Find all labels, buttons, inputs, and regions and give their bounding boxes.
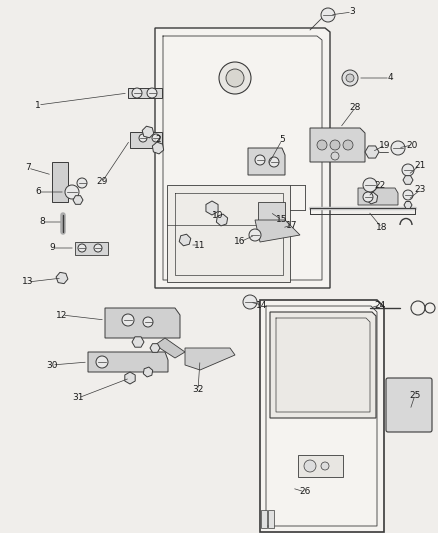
Polygon shape [130, 132, 162, 148]
Polygon shape [143, 367, 153, 377]
Text: 21: 21 [414, 160, 426, 169]
Polygon shape [75, 242, 108, 255]
Polygon shape [206, 201, 218, 215]
Text: 6: 6 [35, 188, 41, 197]
Polygon shape [152, 142, 164, 154]
Polygon shape [132, 337, 144, 347]
Polygon shape [216, 214, 228, 226]
Text: 26: 26 [299, 488, 311, 497]
Text: 4: 4 [387, 74, 393, 83]
Polygon shape [142, 126, 154, 138]
Polygon shape [358, 188, 398, 205]
Text: 25: 25 [410, 391, 420, 400]
Polygon shape [255, 220, 300, 242]
Text: 32: 32 [192, 385, 204, 394]
Polygon shape [310, 128, 365, 162]
Text: 9: 9 [49, 244, 55, 253]
Text: 8: 8 [39, 217, 45, 227]
Polygon shape [125, 372, 135, 384]
Text: 22: 22 [374, 181, 385, 190]
Polygon shape [260, 300, 384, 532]
Text: 10: 10 [212, 211, 224, 220]
FancyBboxPatch shape [386, 378, 432, 432]
Text: 5: 5 [279, 135, 285, 144]
Circle shape [255, 155, 265, 165]
Text: 16: 16 [234, 238, 246, 246]
Circle shape [94, 244, 102, 252]
Text: 15: 15 [276, 215, 288, 224]
Circle shape [363, 178, 377, 192]
Polygon shape [150, 344, 160, 352]
Circle shape [77, 178, 87, 188]
Circle shape [402, 164, 414, 176]
Text: 29: 29 [96, 177, 108, 187]
Circle shape [243, 295, 257, 309]
Polygon shape [52, 162, 68, 202]
Text: 23: 23 [414, 185, 426, 195]
Circle shape [330, 140, 340, 150]
Text: 28: 28 [350, 103, 360, 112]
Text: 2: 2 [155, 135, 161, 144]
Polygon shape [403, 176, 413, 184]
Text: 17: 17 [286, 221, 298, 230]
Polygon shape [88, 352, 168, 372]
Bar [298, 455, 343, 477]
Text: 18: 18 [376, 223, 388, 232]
Circle shape [346, 74, 354, 82]
Circle shape [152, 134, 160, 142]
Circle shape [78, 244, 86, 252]
Text: 11: 11 [194, 240, 206, 249]
Circle shape [132, 88, 142, 98]
Circle shape [391, 141, 405, 155]
Polygon shape [185, 348, 235, 370]
Text: 24: 24 [374, 301, 385, 310]
Text: 3: 3 [349, 7, 355, 17]
Bar [268, 510, 274, 528]
Circle shape [96, 356, 108, 368]
Polygon shape [155, 28, 330, 288]
Circle shape [363, 192, 373, 202]
Polygon shape [167, 185, 290, 282]
Polygon shape [128, 88, 162, 98]
Polygon shape [365, 146, 379, 158]
Circle shape [249, 229, 261, 241]
Circle shape [317, 140, 327, 150]
Circle shape [269, 157, 279, 167]
Text: 13: 13 [22, 278, 34, 287]
Bar [261, 510, 267, 528]
Text: 30: 30 [46, 360, 58, 369]
Circle shape [321, 462, 329, 470]
Polygon shape [258, 202, 285, 222]
Text: 19: 19 [379, 141, 391, 149]
Circle shape [65, 185, 79, 199]
Polygon shape [366, 192, 378, 204]
Circle shape [139, 134, 147, 142]
Polygon shape [248, 148, 285, 175]
Polygon shape [105, 308, 180, 338]
Circle shape [143, 317, 153, 327]
Circle shape [321, 8, 335, 22]
Polygon shape [179, 234, 191, 246]
Circle shape [226, 69, 244, 87]
Circle shape [343, 140, 353, 150]
Polygon shape [56, 272, 68, 284]
Text: 31: 31 [72, 393, 84, 402]
Text: 14: 14 [256, 301, 268, 310]
Polygon shape [155, 338, 185, 358]
Text: 1: 1 [35, 101, 41, 109]
Text: 12: 12 [57, 311, 68, 319]
Circle shape [147, 88, 157, 98]
Circle shape [403, 190, 413, 200]
Circle shape [342, 70, 358, 86]
Circle shape [219, 62, 251, 94]
Circle shape [122, 314, 134, 326]
Polygon shape [270, 312, 376, 418]
Polygon shape [404, 201, 412, 208]
Text: 20: 20 [406, 141, 418, 149]
Circle shape [304, 460, 316, 472]
Polygon shape [73, 196, 83, 204]
Text: 7: 7 [25, 164, 31, 173]
